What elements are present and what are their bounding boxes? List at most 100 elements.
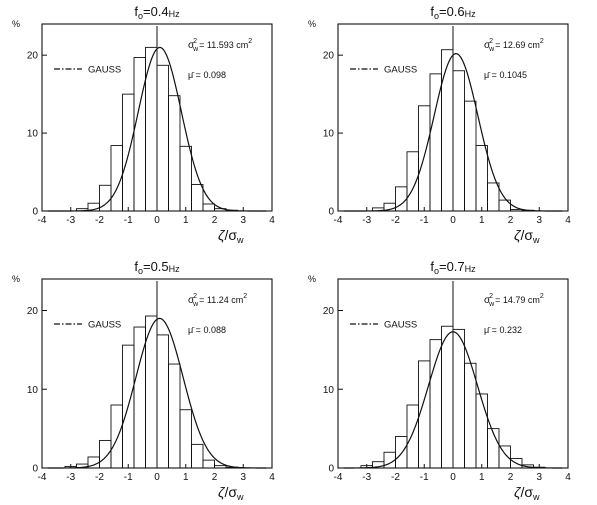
title-unit: Hz <box>169 9 180 19</box>
histogram-bar <box>406 404 419 469</box>
y-tick-label: 20 <box>27 51 39 62</box>
title-value: =0.6 <box>439 4 465 19</box>
title-main: f <box>134 4 138 19</box>
histogram-bar <box>452 70 465 212</box>
y-tick-label: 10 <box>323 385 335 396</box>
histogram-bar <box>429 73 442 212</box>
chart-panel-4: fo=0.7Hz% 0 10 20 -4 -3 -2 -1 0 1 2 3 4 GAUSS σ2 w= 14.… <box>308 259 571 502</box>
histogram-bar <box>191 443 204 469</box>
y-tick-label: 0 <box>32 464 38 475</box>
x-tick-label: -3 <box>66 215 75 226</box>
chart-panel-2: fo=0.6Hz% 0 10 20 -4 -3 -2 -1 0 1 2 3 4 GAUSS σ2 w= 12.… <box>308 4 571 245</box>
y-tick-label: 0 <box>32 207 38 218</box>
title-value: =0.4 <box>143 4 169 19</box>
x-tick-label: -1 <box>124 472 133 483</box>
y-tick-label: 10 <box>27 129 39 140</box>
x-tick-label: -4 <box>38 472 47 483</box>
x-tick-label: 4 <box>565 472 571 483</box>
histogram-bar <box>475 393 488 469</box>
legend-label: GAUSS <box>88 65 121 76</box>
histogram-bar <box>452 328 465 469</box>
histogram-bar <box>202 459 215 469</box>
gauss-curve <box>47 317 267 469</box>
histogram-bar <box>498 199 511 212</box>
y-unit-label: % <box>308 19 316 29</box>
title-subscript: o <box>434 266 439 276</box>
legend-label: GAUSS <box>384 320 417 331</box>
title-subscript: o <box>138 266 143 276</box>
histogram-bar <box>475 145 488 212</box>
x-tick-label: 0 <box>450 215 456 226</box>
x-tick-label: 1 <box>479 215 485 226</box>
x-tick-label: -3 <box>362 472 371 483</box>
chart-panel-1: fo=0.4Hz% 0 10 20 -4 -3 -2 -1 0 1 2 3 4 GAUSS σ2 w= 11.… <box>12 4 275 245</box>
histogram-bar <box>99 439 112 469</box>
x-tick-label: -3 <box>362 215 371 226</box>
histogram-bar <box>156 334 169 469</box>
x-tick-label: -4 <box>334 472 343 483</box>
histogram-bar <box>156 64 169 212</box>
y-unit-label: % <box>12 274 20 284</box>
chart-title: fo=0.7Hz <box>430 259 476 276</box>
histogram-bar <box>179 145 192 212</box>
histogram-bar <box>464 362 477 469</box>
x-axis-label: ζ/σw <box>514 484 540 502</box>
histogram-bar <box>487 182 500 212</box>
title-unit: Hz <box>465 9 476 19</box>
x-tick-label: -1 <box>124 215 133 226</box>
x-axis-label: ζ/σw <box>514 227 540 245</box>
title-subscript: o <box>434 11 439 21</box>
y-tick-label: 20 <box>27 306 39 317</box>
histogram-bar <box>487 428 500 469</box>
chart-title: fo=0.5Hz <box>134 259 180 276</box>
variance-annotation: σ2 w= 11.593 cm2 <box>188 38 252 53</box>
chart-panel-3: fo=0.5Hz% 0 10 20 -4 -3 -2 -1 0 1 2 3 4 GAUSS σ2 w= 11.… <box>12 259 275 502</box>
y-tick-label: 20 <box>323 306 335 317</box>
x-axis-label: ζ/σw <box>218 484 244 502</box>
x-tick-label: 4 <box>269 215 275 226</box>
title-value: =0.7 <box>439 259 465 274</box>
x-tick-label: 3 <box>240 472 246 483</box>
mean-annotation: μ̄ = 0.088 <box>188 325 226 335</box>
x-tick-label: -2 <box>95 215 104 226</box>
histogram-bar <box>110 404 123 469</box>
y-tick-label: 20 <box>323 51 335 62</box>
legend-label: GAUSS <box>88 320 121 331</box>
title-unit: Hz <box>465 264 476 274</box>
histogram-bar <box>498 445 511 469</box>
legend-label: GAUSS <box>384 65 417 76</box>
variance-annotation: σ2 w= 11.24 cm2 <box>188 293 247 308</box>
title-main: f <box>134 259 138 274</box>
histogram-bar <box>441 325 454 469</box>
x-tick-label: -2 <box>95 472 104 483</box>
gauss-curve <box>343 53 563 212</box>
variance-annotation: σ2 w= 12.69 cm2 <box>484 38 544 53</box>
y-tick-label: 10 <box>27 385 39 396</box>
histogram-bar <box>202 203 215 212</box>
x-tick-label: 1 <box>183 472 189 483</box>
title-main: f <box>430 259 434 274</box>
histogram-bar <box>395 436 408 469</box>
title-subscript: o <box>138 11 143 21</box>
x-tick-label: 0 <box>154 472 160 483</box>
x-tick-label: 3 <box>536 472 542 483</box>
x-tick-label: -1 <box>420 215 429 226</box>
histogram-bar <box>510 458 523 469</box>
x-tick-label: 4 <box>269 472 275 483</box>
mean-annotation: μ̄ = 0.232 <box>484 325 522 335</box>
y-tick-label: 10 <box>323 129 335 140</box>
y-unit-label: % <box>12 19 20 29</box>
y-tick-label: 0 <box>328 464 334 475</box>
histogram-bar <box>521 464 534 469</box>
y-tick-label: 0 <box>328 207 334 218</box>
x-tick-label: 4 <box>565 215 571 226</box>
x-tick-label: -4 <box>38 215 47 226</box>
histogram-bar <box>179 409 192 469</box>
x-tick-label: 1 <box>183 215 189 226</box>
histogram-bar <box>191 184 204 212</box>
gauss-curve <box>343 331 563 469</box>
x-tick-label: 2 <box>508 215 514 226</box>
chart-title: fo=0.6Hz <box>430 4 476 21</box>
x-tick-label: 3 <box>536 215 542 226</box>
